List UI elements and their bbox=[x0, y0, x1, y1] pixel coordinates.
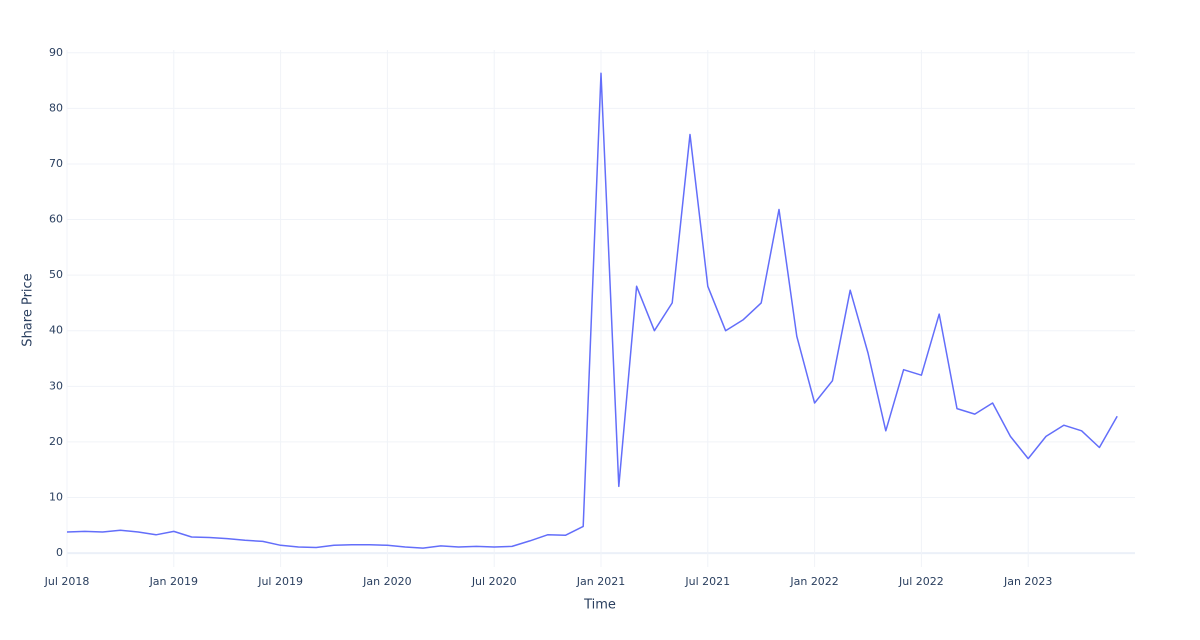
y-tick-label: 20 bbox=[49, 435, 63, 448]
x-tick-label: Jul 2021 bbox=[684, 575, 730, 588]
x-tick-label: Jul 2018 bbox=[44, 575, 90, 588]
x-tick-label: Jul 2020 bbox=[471, 575, 517, 588]
y-tick-label: 30 bbox=[49, 379, 63, 392]
x-tick-label: Jul 2019 bbox=[257, 575, 303, 588]
x-tick-label: Jan 2020 bbox=[362, 575, 411, 588]
x-axis-title: Time bbox=[583, 598, 616, 613]
y-tick-label: 50 bbox=[49, 268, 63, 281]
x-tick-label: Jan 2023 bbox=[1003, 575, 1052, 588]
y-tick-label: 0 bbox=[56, 546, 63, 559]
y-tick-label: 10 bbox=[49, 491, 63, 504]
x-tick-label: Jul 2022 bbox=[898, 575, 944, 588]
y-axis-title: Share Price bbox=[21, 273, 36, 346]
x-tick-label: Jan 2021 bbox=[576, 575, 625, 588]
x-tick-label: Jan 2019 bbox=[149, 575, 198, 588]
y-tick-label: 60 bbox=[49, 213, 63, 226]
y-tick-label: 40 bbox=[49, 324, 63, 337]
x-tick-label: Jan 2022 bbox=[789, 575, 838, 588]
y-tick-label: 80 bbox=[49, 101, 63, 114]
y-tick-label: 70 bbox=[49, 157, 63, 170]
price-line bbox=[66, 72, 1118, 549]
y-tick-label: 90 bbox=[49, 46, 63, 59]
